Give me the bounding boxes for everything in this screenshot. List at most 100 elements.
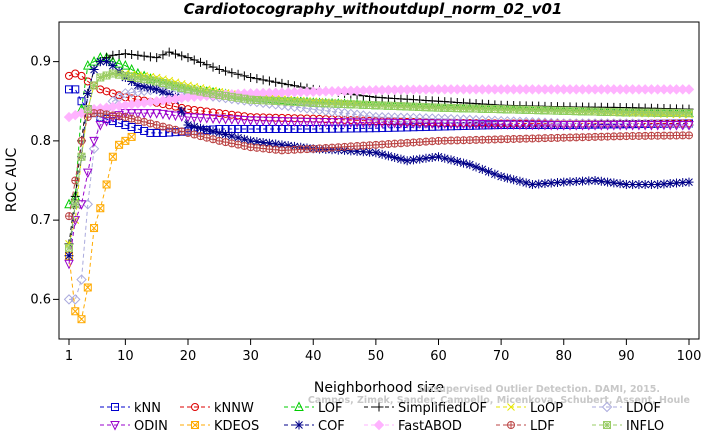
data-point-odin	[527, 120, 538, 131]
data-point-odin	[164, 110, 175, 121]
data-point-cof	[496, 172, 506, 182]
data-point-cof	[628, 179, 638, 189]
legend-item-lof: LOF	[284, 401, 343, 416]
data-point-kdeos	[127, 132, 136, 141]
data-point-cof	[671, 178, 681, 188]
y-axis: 0.6 0.7 0.8 0.9	[30, 55, 59, 307]
data-point-knn	[346, 124, 355, 133]
data-point-odin	[158, 109, 168, 120]
data-point-cof	[102, 57, 112, 67]
data-point-odin	[339, 118, 350, 128]
data-point-cof	[158, 87, 168, 97]
data-point-inflo	[152, 77, 161, 86]
data-point-cof	[678, 178, 688, 188]
data-point-cof	[189, 122, 199, 132]
legend-label: LDOF	[626, 401, 661, 416]
data-point-simplifiedlof	[252, 74, 262, 84]
x-tick-label: 10	[117, 349, 134, 364]
data-point-ldof	[76, 274, 87, 285]
data-point-inflo	[65, 243, 73, 252]
data-point-simplifiedlof	[114, 49, 124, 59]
data-point-cof	[415, 154, 425, 164]
legend-item-simplifiedlof: SimplifiedLOF	[364, 401, 487, 416]
legend-marker	[110, 421, 120, 431]
data-point-odin	[577, 121, 588, 131]
data-point-knn	[453, 122, 462, 131]
data-point-cof	[383, 151, 393, 161]
series-layer	[63, 47, 695, 324]
data-point-simplifiedlof	[258, 75, 268, 85]
data-point-cof	[227, 131, 237, 141]
data-point-odin	[414, 119, 425, 129]
data-point-cof	[546, 178, 556, 188]
chart-title: Cardiotocography_withoutdupl_norm_02_v01	[184, 0, 563, 18]
data-point-simplifiedlof	[183, 53, 193, 63]
data-point-ldf	[685, 131, 693, 140]
data-point-cof	[471, 162, 481, 172]
data-point-cof	[83, 88, 93, 98]
data-point-simplifiedlof	[233, 69, 243, 79]
data-point-inflo	[77, 152, 86, 161]
data-point-odin	[295, 117, 306, 128]
data-point-cof	[590, 176, 600, 185]
data-point-inflo	[196, 87, 205, 96]
data-point-knn	[71, 85, 80, 94]
data-point-cof	[609, 178, 619, 188]
data-point-inflo	[71, 200, 80, 209]
data-point-odin	[596, 121, 607, 131]
data-point-cof	[145, 83, 155, 93]
data-point-knn	[127, 123, 136, 132]
data-point-knn	[359, 124, 368, 133]
legend-item-cof: COF	[284, 419, 345, 434]
data-point-odin	[646, 121, 657, 131]
data-point-knn	[403, 123, 412, 132]
data-point-ldof	[70, 294, 81, 305]
data-point-odin	[233, 115, 243, 126]
data-point-odin	[227, 115, 237, 125]
data-point-inflo	[202, 88, 211, 97]
x-axis: 1 10 20 30 40 50 60 70 80 90 100	[65, 339, 701, 364]
data-point-simplifiedlof	[202, 60, 212, 70]
data-point-odin	[558, 121, 569, 131]
x-tick-label: 1	[65, 349, 73, 364]
data-point-odin	[615, 121, 625, 131]
data-point-odin	[377, 118, 387, 129]
data-point-simplifiedlof	[139, 51, 149, 61]
data-point-odin	[609, 121, 619, 131]
data-point-odin	[446, 119, 456, 130]
data-point-odin	[452, 119, 463, 130]
data-point-odin	[302, 117, 312, 128]
data-point-inflo	[183, 85, 192, 94]
data-point-odin	[583, 121, 594, 131]
data-point-odin	[201, 114, 212, 124]
data-point-cof	[534, 179, 544, 189]
data-point-lof	[120, 59, 131, 70]
data-point-kdeos	[108, 152, 117, 161]
data-point-inflo	[121, 71, 130, 80]
data-point-ldof	[364, 111, 375, 122]
legend-item-odin: ODIN	[100, 419, 168, 434]
data-point-odin	[389, 118, 400, 129]
data-point-simplifiedlof	[221, 66, 231, 76]
data-point-odin	[333, 118, 344, 128]
data-point-cof	[365, 147, 375, 157]
series-ldf	[65, 109, 693, 221]
data-point-cof	[452, 156, 462, 166]
data-point-cof	[252, 137, 262, 147]
data-point-kdeos	[71, 307, 80, 316]
data-point-cof	[653, 179, 663, 189]
data-point-cof	[421, 153, 431, 163]
legend-marker	[507, 421, 515, 429]
x-tick-label: 80	[555, 349, 572, 364]
data-point-cof	[509, 175, 519, 185]
data-point-odin	[659, 121, 669, 131]
series-ldof	[63, 84, 695, 305]
legend-item-loop: LoOP	[496, 401, 563, 416]
data-point-odin	[95, 121, 106, 131]
data-point-cof	[446, 155, 456, 165]
data-point-cof	[183, 120, 193, 130]
legend-item-knn: kNN	[100, 401, 161, 416]
legend-marker	[374, 402, 384, 412]
data-point-cof	[665, 179, 675, 189]
data-point-odin	[640, 121, 650, 131]
